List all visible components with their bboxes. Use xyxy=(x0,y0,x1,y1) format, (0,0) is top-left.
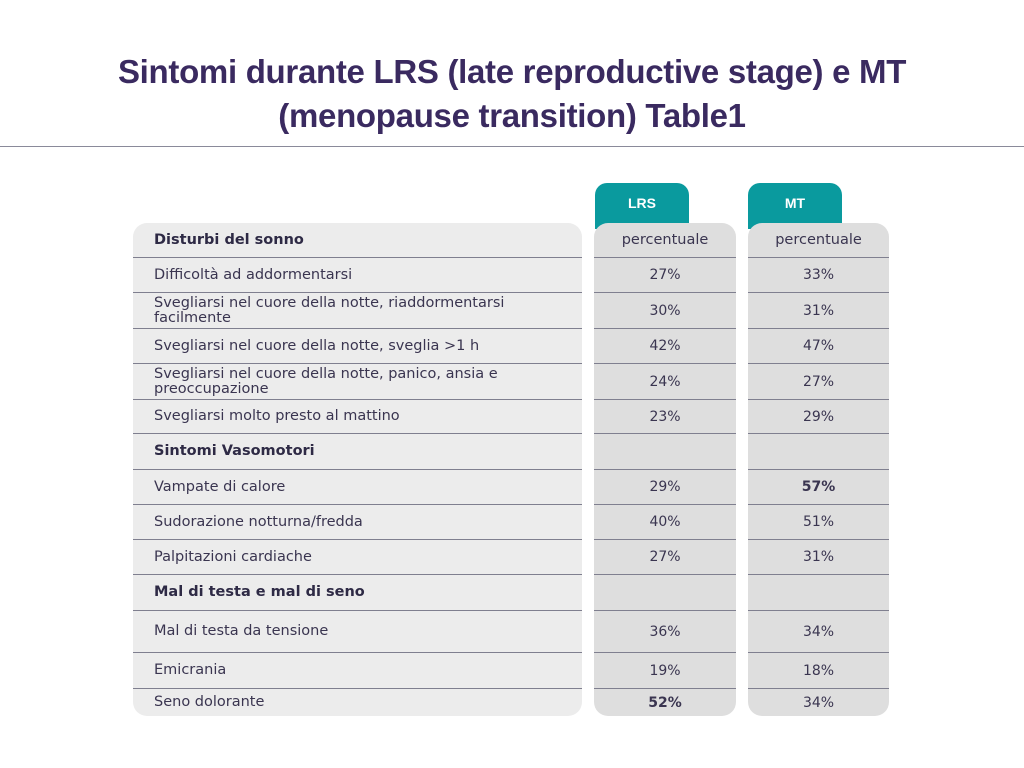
mt-row-sintomi-vasomotori xyxy=(748,434,889,470)
table-row-vampate-di-calore: Vampate di calore xyxy=(133,470,582,505)
mt-row-palpitazioni-cardiache: 31% xyxy=(748,540,889,575)
symptom-label: Vampate di calore xyxy=(154,478,286,495)
symptom-label-panel: Disturbi del sonno Difficoltà ad addormen… xyxy=(133,223,582,716)
mt-row-svegliarsi-nel-cuore-della-notte-sveglia-1-h: 47% xyxy=(748,329,889,364)
mt-value: 18% xyxy=(802,662,835,679)
symptom-label: Sudorazione notturna/fredda xyxy=(154,513,363,530)
table-row-svegliarsi-nel-cuore-della-notte-panico-ansia-e-preoccupazione: Svegliarsi nel cuore della notte, panico… xyxy=(133,364,582,400)
lrs-row-seno-dolorante: 52% xyxy=(594,689,736,716)
symptom-label: Svegliarsi nel cuore della notte, riaddo… xyxy=(154,294,505,326)
lrs-value: 30% xyxy=(649,302,681,319)
lrs-unit-label: percentuale xyxy=(621,232,709,248)
table-row-emicrania: Emicrania xyxy=(133,653,582,689)
mt-value: 34% xyxy=(802,694,835,711)
mt-row-svegliarsi-nel-cuore-della-notte-panico-ansia-e-preoccupazione: 27% xyxy=(748,364,889,400)
lrs-row-palpitazioni-cardiache: 27% xyxy=(594,540,736,575)
symptom-label: Difficoltà ad addormentarsi xyxy=(154,266,353,283)
lrs-value: 19% xyxy=(649,662,681,679)
mt-value: 27% xyxy=(802,373,835,390)
lrs-value: 24% xyxy=(649,373,681,390)
table-row-mal-di-testa-da-tensione: Mal di testa da tensione xyxy=(133,611,582,653)
symptom-label: Emicrania xyxy=(154,662,227,678)
lrs-value: 23% xyxy=(649,408,681,425)
mt-row-seno-dolorante: 34% xyxy=(748,689,889,716)
lrs-value: 27% xyxy=(649,267,681,283)
mt-value: 31% xyxy=(802,549,835,565)
mt-value: 34% xyxy=(802,623,835,640)
lrs-row-svegliarsi-nel-cuore-della-notte-riaddormentarsi-facilmente: 30% xyxy=(594,293,736,329)
page-title: Sintomi durante LRS (late reproductive s… xyxy=(0,50,1024,138)
mt-row-difficolta-ad-addormentarsi: 33% xyxy=(748,258,889,293)
mt-row-svegliarsi-molto-presto-al-mattino: 29% xyxy=(748,400,889,434)
lrs-value: 29% xyxy=(649,479,681,495)
table-row-sudorazione-notturna-fredda: Sudorazione notturna/fredda xyxy=(133,505,582,540)
title-divider xyxy=(0,146,1024,147)
mt-row-mal-di-testa-da-tensione: 34% xyxy=(748,611,889,653)
symptom-label: Svegliarsi nel cuore della notte, svegli… xyxy=(154,337,480,354)
title-line-2: (menopause transition) Table1 xyxy=(278,97,746,134)
lrs-row-svegliarsi-nel-cuore-della-notte-sveglia-1-h: 42% xyxy=(594,329,736,364)
symptom-label: Palpitazioni cardiache xyxy=(154,548,312,565)
table-row-svegliarsi-nel-cuore-della-notte-riaddormentarsi-facilmente: Svegliarsi nel cuore della notte, riaddo… xyxy=(133,293,582,329)
symptom-label: Svegliarsi nel cuore della notte, panico… xyxy=(154,365,498,397)
lrs-row-emicrania: 19% xyxy=(594,653,736,689)
table-row-svegliarsi-molto-presto-al-mattino: Svegliarsi molto presto al mattino xyxy=(133,400,582,434)
lrs-row-svegliarsi-nel-cuore-della-notte-panico-ansia-e-preoccupazione: 24% xyxy=(594,364,736,400)
lrs-value: 27% xyxy=(649,549,681,565)
mt-value: 51% xyxy=(802,514,835,530)
mt-row-emicrania: 18% xyxy=(748,653,889,689)
lrs-row-svegliarsi-molto-presto-al-mattino: 23% xyxy=(594,400,736,434)
lrs-value: 42% xyxy=(649,338,681,354)
lrs-column-tab: LRS xyxy=(595,183,689,229)
lrs-row-sintomi-vasomotori xyxy=(594,434,736,470)
mt-column-tab: MT xyxy=(748,183,842,229)
section-header-label: Sintomi Vasomotori xyxy=(154,443,315,459)
symptom-label: Mal di testa da tensione xyxy=(154,623,329,639)
title-line-1: Sintomi durante LRS (late reproductive s… xyxy=(117,53,907,90)
section-header-label: Mal di testa e mal di seno xyxy=(154,584,365,600)
table-row-seno-dolorante: Seno dolorante xyxy=(133,689,582,716)
mt-row-disturbi-del-sonno: percentuale xyxy=(748,223,889,258)
mt-value-panel: percentuale 33% 31% 47% 27% 29% 57% 51% 31% 34% 18… xyxy=(748,223,889,716)
mt-unit-label: percentuale xyxy=(775,232,862,248)
section-header-mal-di-testa-e-mal-di-seno: Mal di testa e mal di seno xyxy=(133,575,582,611)
mt-value: 29% xyxy=(802,408,835,425)
mt-value: 33% xyxy=(802,267,835,283)
table-row-svegliarsi-nel-cuore-della-notte-sveglia-1-h: Svegliarsi nel cuore della notte, svegli… xyxy=(133,329,582,364)
mt-row-svegliarsi-nel-cuore-della-notte-riaddormentarsi-facilmente: 31% xyxy=(748,293,889,329)
lrs-value: 52% xyxy=(648,694,682,711)
mt-value: 47% xyxy=(802,338,835,354)
lrs-value: 36% xyxy=(649,623,681,640)
mt-value: 57% xyxy=(801,479,836,495)
symptom-label: Svegliarsi molto presto al mattino xyxy=(154,408,400,424)
section-header-disturbi-del-sonno: Disturbi del sonno xyxy=(133,223,582,258)
mt-value: 31% xyxy=(802,302,835,319)
lrs-row-disturbi-del-sonno: percentuale xyxy=(594,223,736,258)
table-row-palpitazioni-cardiache: Palpitazioni cardiache xyxy=(133,540,582,575)
lrs-row-mal-di-testa-e-mal-di-seno xyxy=(594,575,736,611)
lrs-row-difficolta-ad-addormentarsi: 27% xyxy=(594,258,736,293)
symptom-label: Seno dolorante xyxy=(154,694,265,710)
section-header-sintomi-vasomotori: Sintomi Vasomotori xyxy=(133,434,582,470)
lrs-value: 40% xyxy=(649,514,681,530)
lrs-row-mal-di-testa-da-tensione: 36% xyxy=(594,611,736,653)
lrs-row-sudorazione-notturna-fredda: 40% xyxy=(594,505,736,540)
mt-row-sudorazione-notturna-fredda: 51% xyxy=(748,505,889,540)
lrs-row-vampate-di-calore: 29% xyxy=(594,470,736,505)
mt-row-vampate-di-calore: 57% xyxy=(748,470,889,505)
mt-row-mal-di-testa-e-mal-di-seno xyxy=(748,575,889,611)
section-header-label: Disturbi del sonno xyxy=(154,231,304,248)
lrs-value-panel: percentuale 27% 30% 42% 24% 23% 29% 40% 27% 36% 19… xyxy=(594,223,736,716)
table-row-difficolta-ad-addormentarsi: Difficoltà ad addormentarsi xyxy=(133,258,582,293)
